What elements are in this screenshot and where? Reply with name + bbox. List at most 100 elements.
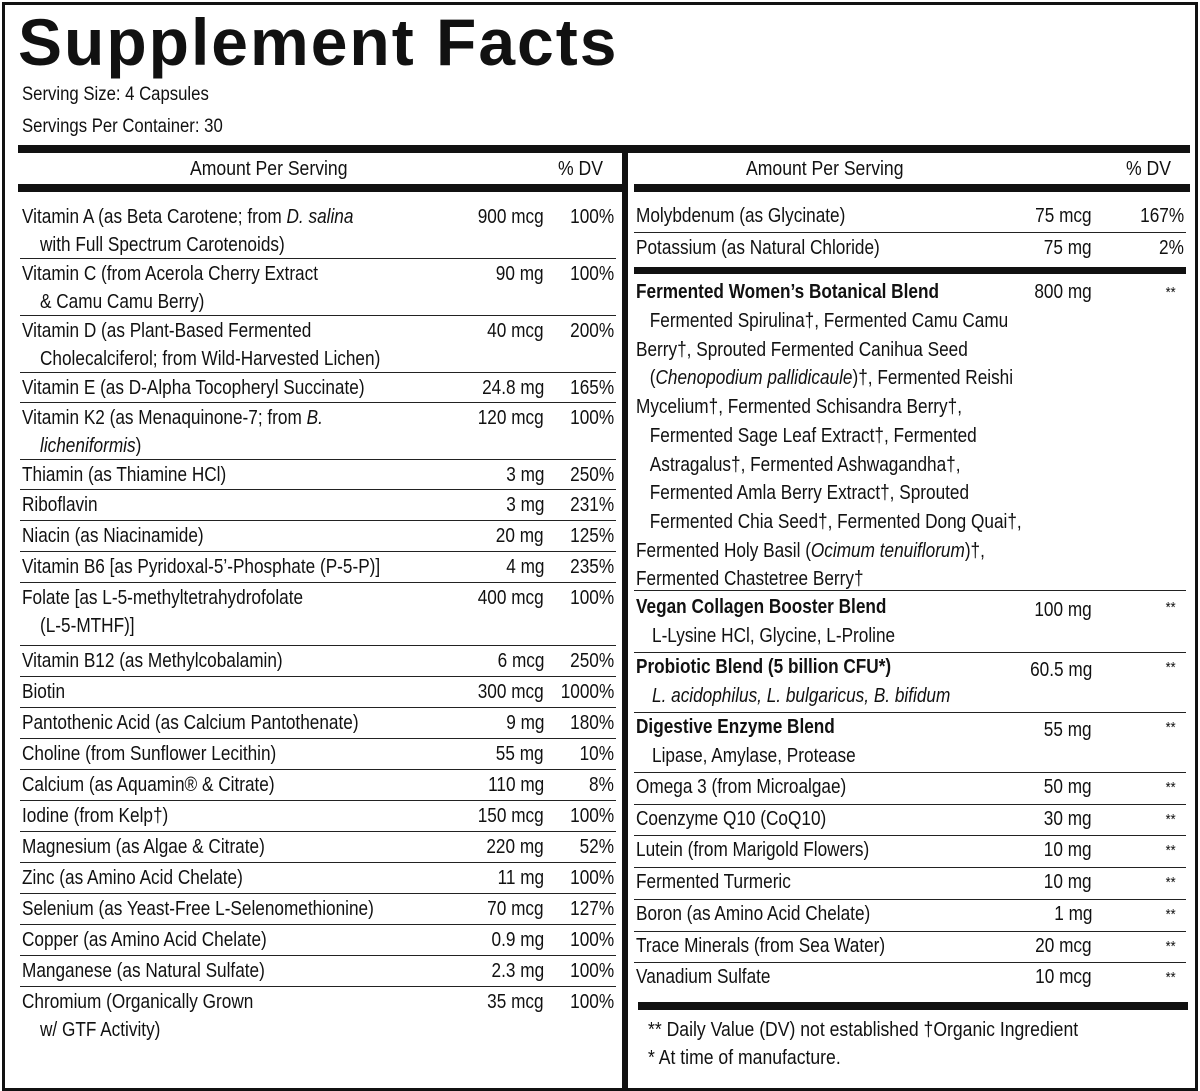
nutrient-row: Copper (as Amino Acid Chelate) 0.9 mg 100% bbox=[22, 926, 614, 957]
row-separator bbox=[634, 590, 1186, 591]
nutrient-name: Selenium (as Yeast-Free L-Selenomethioni… bbox=[22, 898, 374, 920]
nutrient-dv: 52% bbox=[579, 836, 614, 858]
nutrient-subtext: (L-5-MTHF)] bbox=[40, 615, 135, 637]
nutrient-amount: 70 mcg bbox=[487, 898, 544, 920]
row-separator bbox=[634, 962, 1186, 964]
nutrient-name-italic: D. salina bbox=[286, 206, 354, 228]
ingredient-italic: Ocimum tenuiflorum bbox=[810, 539, 965, 562]
nutrient-name: Coenzyme Q10 (CoQ10) bbox=[636, 807, 827, 830]
row-separator bbox=[20, 258, 616, 259]
nutrient-dv: 235% bbox=[570, 556, 614, 578]
row-separator bbox=[634, 652, 1186, 653]
nutrient-amount: 4 mg bbox=[505, 556, 544, 578]
nutrient-amount: 11 mg bbox=[497, 867, 544, 889]
nutrient-dv: 100% bbox=[570, 991, 614, 1013]
nutrient-dv: ** bbox=[1165, 874, 1176, 892]
blend-name: Probiotic Blend (5 billion CFU*) bbox=[636, 656, 892, 678]
nutrient-row: Potassium (as Natural Chloride) 75 mg 2% bbox=[636, 234, 1184, 265]
left-header-bottom-bar bbox=[18, 184, 622, 192]
blend-ingredients-italic: L. acidophilus, L. bulgaricus, B. bifidu… bbox=[652, 685, 951, 707]
row-separator bbox=[20, 582, 616, 583]
row-separator bbox=[634, 835, 1186, 837]
nutrient-name: Vitamin K2 (as Menaquinone-7; from B. bbox=[22, 407, 323, 429]
row-separator bbox=[634, 267, 1186, 274]
nutrient-row: Manganese (as Natural Sulfate) 2.3 mg 100% bbox=[22, 957, 614, 988]
nutrient-name: Manganese (as Natural Sulfate) bbox=[22, 960, 265, 982]
nutrient-name: Magnesium (as Algae & Citrate) bbox=[22, 836, 265, 858]
nutrient-dv: ** bbox=[1165, 810, 1176, 828]
row-separator bbox=[20, 676, 616, 677]
nutrient-row: Vitamin K2 (as Menaquinone-7; from B. lic… bbox=[22, 404, 614, 461]
left-amount-header: Amount Per Serving bbox=[190, 158, 348, 180]
nutrient-subtext: Cholecalciferol; from Wild-Harvested Lic… bbox=[40, 348, 381, 370]
nutrient-dv: 250% bbox=[570, 650, 614, 672]
footnote-manufacture: * At time of manufacture. bbox=[648, 1047, 841, 1069]
row-separator bbox=[20, 955, 616, 956]
nutrient-amount: 10 mg bbox=[1044, 839, 1092, 862]
nutrient-dv: 127% bbox=[570, 898, 614, 920]
nutrient-name: Vitamin B12 (as Methylcobalamin) bbox=[22, 650, 283, 672]
nutrient-subtext: with Full Spectrum Carotenoids) bbox=[40, 234, 285, 256]
nutrient-name: Thiamin (as Thiamine HCl) bbox=[22, 464, 227, 486]
nutrient-name-italic: B. bbox=[306, 407, 323, 429]
nutrient-subtext: licheniformis) bbox=[40, 435, 142, 457]
nutrient-row: Lutein (from Marigold Flowers) 10 mg ** bbox=[636, 836, 1184, 867]
nutrient-name: Molybdenum (as Glycinate) bbox=[636, 205, 846, 227]
blend-ingredients: Fermented Spirulina†, Fermented Camu Cam… bbox=[636, 307, 1084, 594]
nutrient-name: Copper (as Amino Acid Chelate) bbox=[22, 929, 267, 951]
nutrient-dv: 100% bbox=[570, 263, 614, 285]
nutrient-name: Chromium (Organically Grown bbox=[22, 991, 254, 1013]
nutrient-amount: 35 mcg bbox=[487, 991, 544, 1013]
nutrient-row: Vitamin B12 (as Methylcobalamin) 6 mcg 250… bbox=[22, 647, 614, 678]
nutrient-row: Pantothenic Acid (as Calcium Pantothenat… bbox=[22, 709, 614, 740]
nutrient-name: Potassium (as Natural Chloride) bbox=[636, 237, 880, 259]
row-separator bbox=[20, 520, 616, 521]
nutrient-amount: 2.3 mg bbox=[491, 960, 544, 982]
nutrient-row: Iodine (from Kelp†) 150 mcg 100% bbox=[22, 802, 614, 833]
nutrient-subtext-italic: licheniformis bbox=[40, 435, 136, 457]
row-separator bbox=[20, 459, 616, 460]
nutrient-dv: ** bbox=[1165, 937, 1176, 955]
nutrient-name: Vitamin C (from Acerola Cherry Extract bbox=[22, 263, 318, 285]
nutrient-dv: 100% bbox=[570, 407, 614, 429]
row-separator bbox=[20, 831, 616, 832]
servings-per-container: Servings Per Container: 30 bbox=[22, 116, 223, 137]
nutrient-amount: 0.9 mg bbox=[491, 929, 544, 951]
nutrient-name: Omega 3 (from Microalgae) bbox=[636, 776, 847, 798]
blend-dv: ** bbox=[1165, 719, 1176, 736]
nutrient-subtext: w/ GTF Activity) bbox=[40, 1019, 161, 1041]
column-divider bbox=[622, 152, 628, 1088]
right-dv-header: % DV bbox=[1126, 158, 1171, 180]
blend-amount: 60.5 mg bbox=[1029, 659, 1092, 681]
nutrient-name: Fermented Turmeric bbox=[636, 871, 791, 894]
nutrient-amount: 150 mcg bbox=[478, 805, 544, 827]
nutrient-dv: 2% bbox=[1159, 237, 1184, 259]
nutrient-dv: 1000% bbox=[560, 681, 614, 703]
blend-name: Vegan Collagen Booster Blend bbox=[636, 596, 887, 618]
blend-ingredients: L. acidophilus, L. bulgaricus, B. bifidu… bbox=[652, 682, 950, 711]
right-header-bottom-bar bbox=[634, 184, 1190, 192]
blend-name: Fermented Women’s Botanical Blend bbox=[636, 281, 939, 303]
row-separator bbox=[20, 489, 616, 490]
row-separator bbox=[20, 551, 616, 552]
blend-ingredient-line: Mycelium†, Fermented Schisandra Berry†, bbox=[636, 396, 962, 419]
nutrient-row: Vitamin C (from Acerola Cherry Extract & … bbox=[22, 260, 614, 317]
blend-row: Probiotic Blend (5 billion CFU*) 60.5 mg *… bbox=[636, 653, 1184, 713]
row-separator bbox=[20, 372, 616, 373]
blend-ingredients: L-Lysine HCl, Glycine, L-Proline bbox=[652, 625, 896, 647]
nutrient-row: Coenzyme Q10 (CoQ10) 30 mg ** bbox=[636, 805, 1184, 836]
nutrient-row: Boron (as Amino Acid Chelate) 1 mg ** bbox=[636, 900, 1184, 931]
nutrient-amount: 75 mg bbox=[1044, 237, 1092, 259]
nutrient-row: Thiamin (as Thiamine HCl) 3 mg 250% bbox=[22, 461, 614, 491]
nutrient-amount: 1 mg bbox=[1053, 902, 1092, 925]
nutrient-dv: 167% bbox=[1140, 205, 1184, 227]
nutrient-name: Pantothenic Acid (as Calcium Pantothenat… bbox=[22, 712, 359, 734]
nutrient-amount: 3 mg bbox=[505, 494, 544, 516]
row-separator bbox=[634, 898, 1186, 900]
nutrient-amount: 30 mg bbox=[1044, 807, 1092, 830]
row-separator bbox=[634, 772, 1186, 773]
nutrient-dv: 100% bbox=[570, 805, 614, 827]
nutrient-row: Riboflavin 3 mg 231% bbox=[22, 491, 614, 522]
row-separator bbox=[20, 402, 616, 403]
nutrient-subtext: & Camu Camu Berry) bbox=[40, 291, 205, 313]
